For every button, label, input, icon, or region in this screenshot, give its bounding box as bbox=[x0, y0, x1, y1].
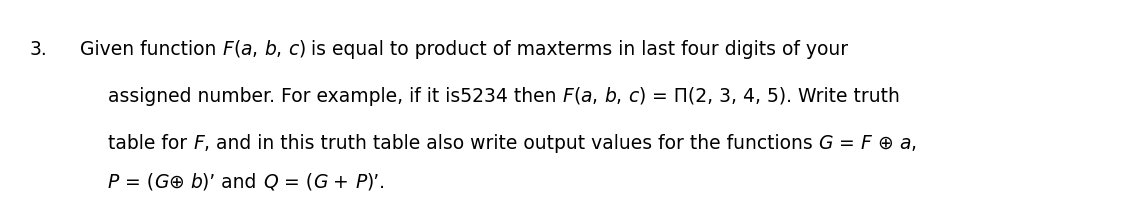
Text: ): ) bbox=[638, 87, 645, 105]
Text: F: F bbox=[562, 87, 573, 105]
Text: ): ) bbox=[298, 40, 306, 59]
Text: ,: , bbox=[910, 133, 917, 152]
Text: a: a bbox=[241, 40, 252, 59]
Text: (: ( bbox=[573, 87, 581, 105]
Text: ,: , bbox=[252, 40, 264, 59]
Text: = Π(2, 3, 4, 5). Write truth: = Π(2, 3, 4, 5). Write truth bbox=[645, 87, 899, 105]
Text: ⊕: ⊕ bbox=[169, 172, 191, 191]
Text: is equal to product of maxterms in last four digits of your: is equal to product of maxterms in last … bbox=[306, 40, 849, 59]
Text: P: P bbox=[108, 172, 119, 191]
Text: ,: , bbox=[616, 87, 628, 105]
Text: , and in this truth table also write output values for the functions: , and in this truth table also write out… bbox=[203, 133, 818, 152]
Text: )’.: )’. bbox=[366, 172, 386, 191]
Text: 3.: 3. bbox=[30, 40, 47, 59]
Text: G: G bbox=[818, 133, 833, 152]
Text: = (: = ( bbox=[278, 172, 312, 191]
Text: c: c bbox=[288, 40, 298, 59]
Text: F: F bbox=[861, 133, 871, 152]
Text: (: ( bbox=[233, 40, 241, 59]
Text: ⊕: ⊕ bbox=[871, 133, 899, 152]
Text: b: b bbox=[604, 87, 616, 105]
Text: assigned number. For example, if it is5234 then: assigned number. For example, if it is52… bbox=[108, 87, 562, 105]
Text: Given function: Given function bbox=[80, 40, 223, 59]
Text: Q: Q bbox=[263, 172, 278, 191]
Text: = (: = ( bbox=[119, 172, 154, 191]
Text: G: G bbox=[312, 172, 327, 191]
Text: b: b bbox=[264, 40, 275, 59]
Text: ,: , bbox=[275, 40, 288, 59]
Text: table for: table for bbox=[108, 133, 193, 152]
Text: =: = bbox=[833, 133, 861, 152]
Text: F: F bbox=[223, 40, 233, 59]
Text: a: a bbox=[899, 133, 910, 152]
Text: F: F bbox=[193, 133, 203, 152]
Text: P: P bbox=[355, 172, 366, 191]
Text: G: G bbox=[154, 172, 169, 191]
Text: ,: , bbox=[592, 87, 604, 105]
Text: c: c bbox=[628, 87, 638, 105]
Text: a: a bbox=[581, 87, 592, 105]
Text: b: b bbox=[191, 172, 202, 191]
Text: )’ and: )’ and bbox=[202, 172, 263, 191]
Text: +: + bbox=[327, 172, 355, 191]
